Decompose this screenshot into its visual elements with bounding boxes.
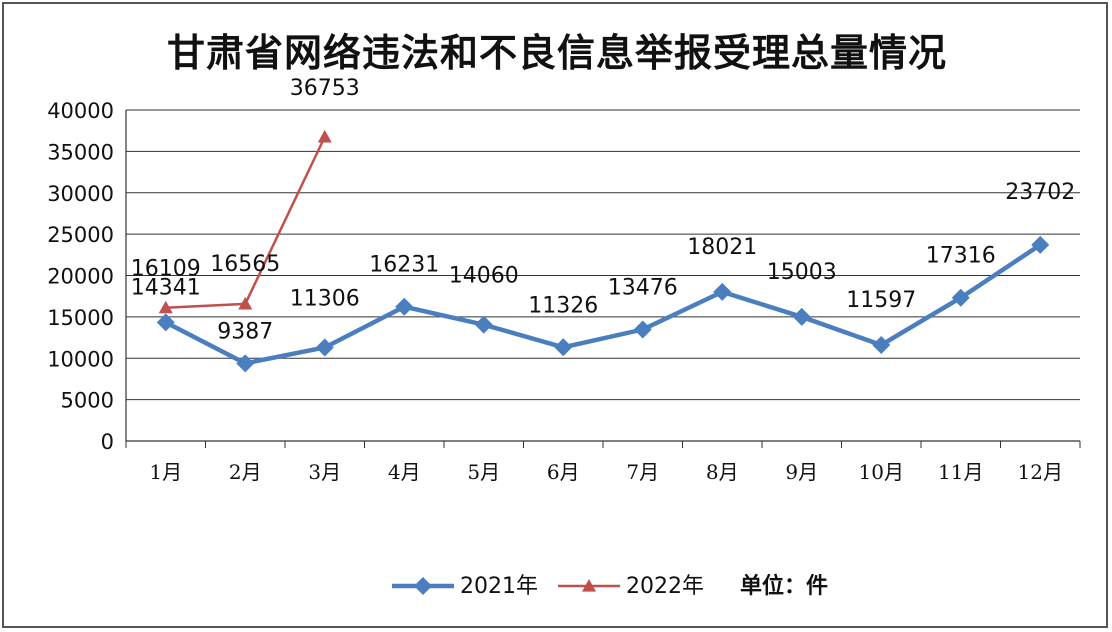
data-point xyxy=(236,354,255,373)
x-tick-label: 12月 xyxy=(1018,460,1063,484)
data-point xyxy=(238,296,253,310)
data-label: 16109 xyxy=(131,257,201,282)
data-point xyxy=(1031,235,1050,254)
y-tick-label: 20000 xyxy=(47,265,114,289)
data-point xyxy=(158,300,173,314)
data-point xyxy=(872,336,891,355)
line-chart: 0 5000 10000 15000 20000 25000 30000 35000 40000… xyxy=(47,76,1081,599)
y-tick-label: 10000 xyxy=(47,347,114,371)
x-tick-label: 8月 xyxy=(706,460,739,484)
data-label: 16231 xyxy=(369,253,439,278)
y-tick-label: 35000 xyxy=(47,140,114,164)
data-label: 11306 xyxy=(290,286,360,311)
x-tick-label: 7月 xyxy=(626,460,659,484)
data-point xyxy=(582,579,596,592)
x-tick-label: 9月 xyxy=(785,460,818,484)
x-tick-label: 4月 xyxy=(388,460,421,484)
y-tick-label: 25000 xyxy=(47,223,114,247)
data-label: 13476 xyxy=(608,275,678,300)
chart-title: 甘肃省网络违法和不良信息举报受理总量情况 xyxy=(166,31,947,75)
series-layer xyxy=(156,129,1050,373)
y-tick-label: 30000 xyxy=(47,182,114,206)
data-label: 9387 xyxy=(217,319,273,344)
data-point xyxy=(474,315,493,334)
x-tick-label: 10月 xyxy=(859,460,904,484)
data-point xyxy=(792,307,811,326)
data-label: 36753 xyxy=(290,76,360,101)
data-label: 15003 xyxy=(767,260,837,285)
legend: 2021年 2022年 单位：件 xyxy=(392,573,828,599)
y-tick-label: 40000 xyxy=(47,99,114,123)
data-point xyxy=(317,129,332,143)
legend-label: 2022年 xyxy=(626,574,704,599)
x-tick-label: 5月 xyxy=(467,460,500,484)
data-point xyxy=(395,297,414,316)
data-point xyxy=(156,313,175,332)
data-point xyxy=(951,288,970,307)
data-label: 17316 xyxy=(926,244,996,269)
unit-label: 单位：件 xyxy=(740,573,828,599)
x-tick-label: 6月 xyxy=(547,460,580,484)
axes: 0 5000 10000 15000 20000 25000 30000 35000 40000… xyxy=(47,99,1081,484)
data-label: 16565 xyxy=(210,252,280,277)
data-label: 18021 xyxy=(687,235,757,260)
series-line xyxy=(164,242,1042,366)
data-label: 14341 xyxy=(131,275,201,300)
legend-label: 2021年 xyxy=(460,574,538,599)
x-tick-label: 11月 xyxy=(938,460,983,484)
data-label: 11597 xyxy=(846,288,916,313)
data-label: 11326 xyxy=(528,293,598,318)
x-tick-label: 3月 xyxy=(308,460,341,484)
data-point xyxy=(713,282,732,301)
data-point xyxy=(414,577,432,595)
x-tick-label: 2月 xyxy=(229,460,262,484)
y-tick-label: 0 xyxy=(101,430,114,454)
data-point xyxy=(633,320,652,339)
data-label: 14060 xyxy=(449,264,519,289)
data-labels: 14341 9387 11306 16231 14060 11326 13476 18021 1… xyxy=(131,76,1076,344)
x-tick-label: 1月 xyxy=(149,460,182,484)
data-label: 23702 xyxy=(1005,180,1075,205)
y-tick-label: 15000 xyxy=(47,306,114,330)
data-point xyxy=(315,338,334,357)
data-point xyxy=(554,338,573,357)
y-tick-label: 5000 xyxy=(61,389,114,413)
